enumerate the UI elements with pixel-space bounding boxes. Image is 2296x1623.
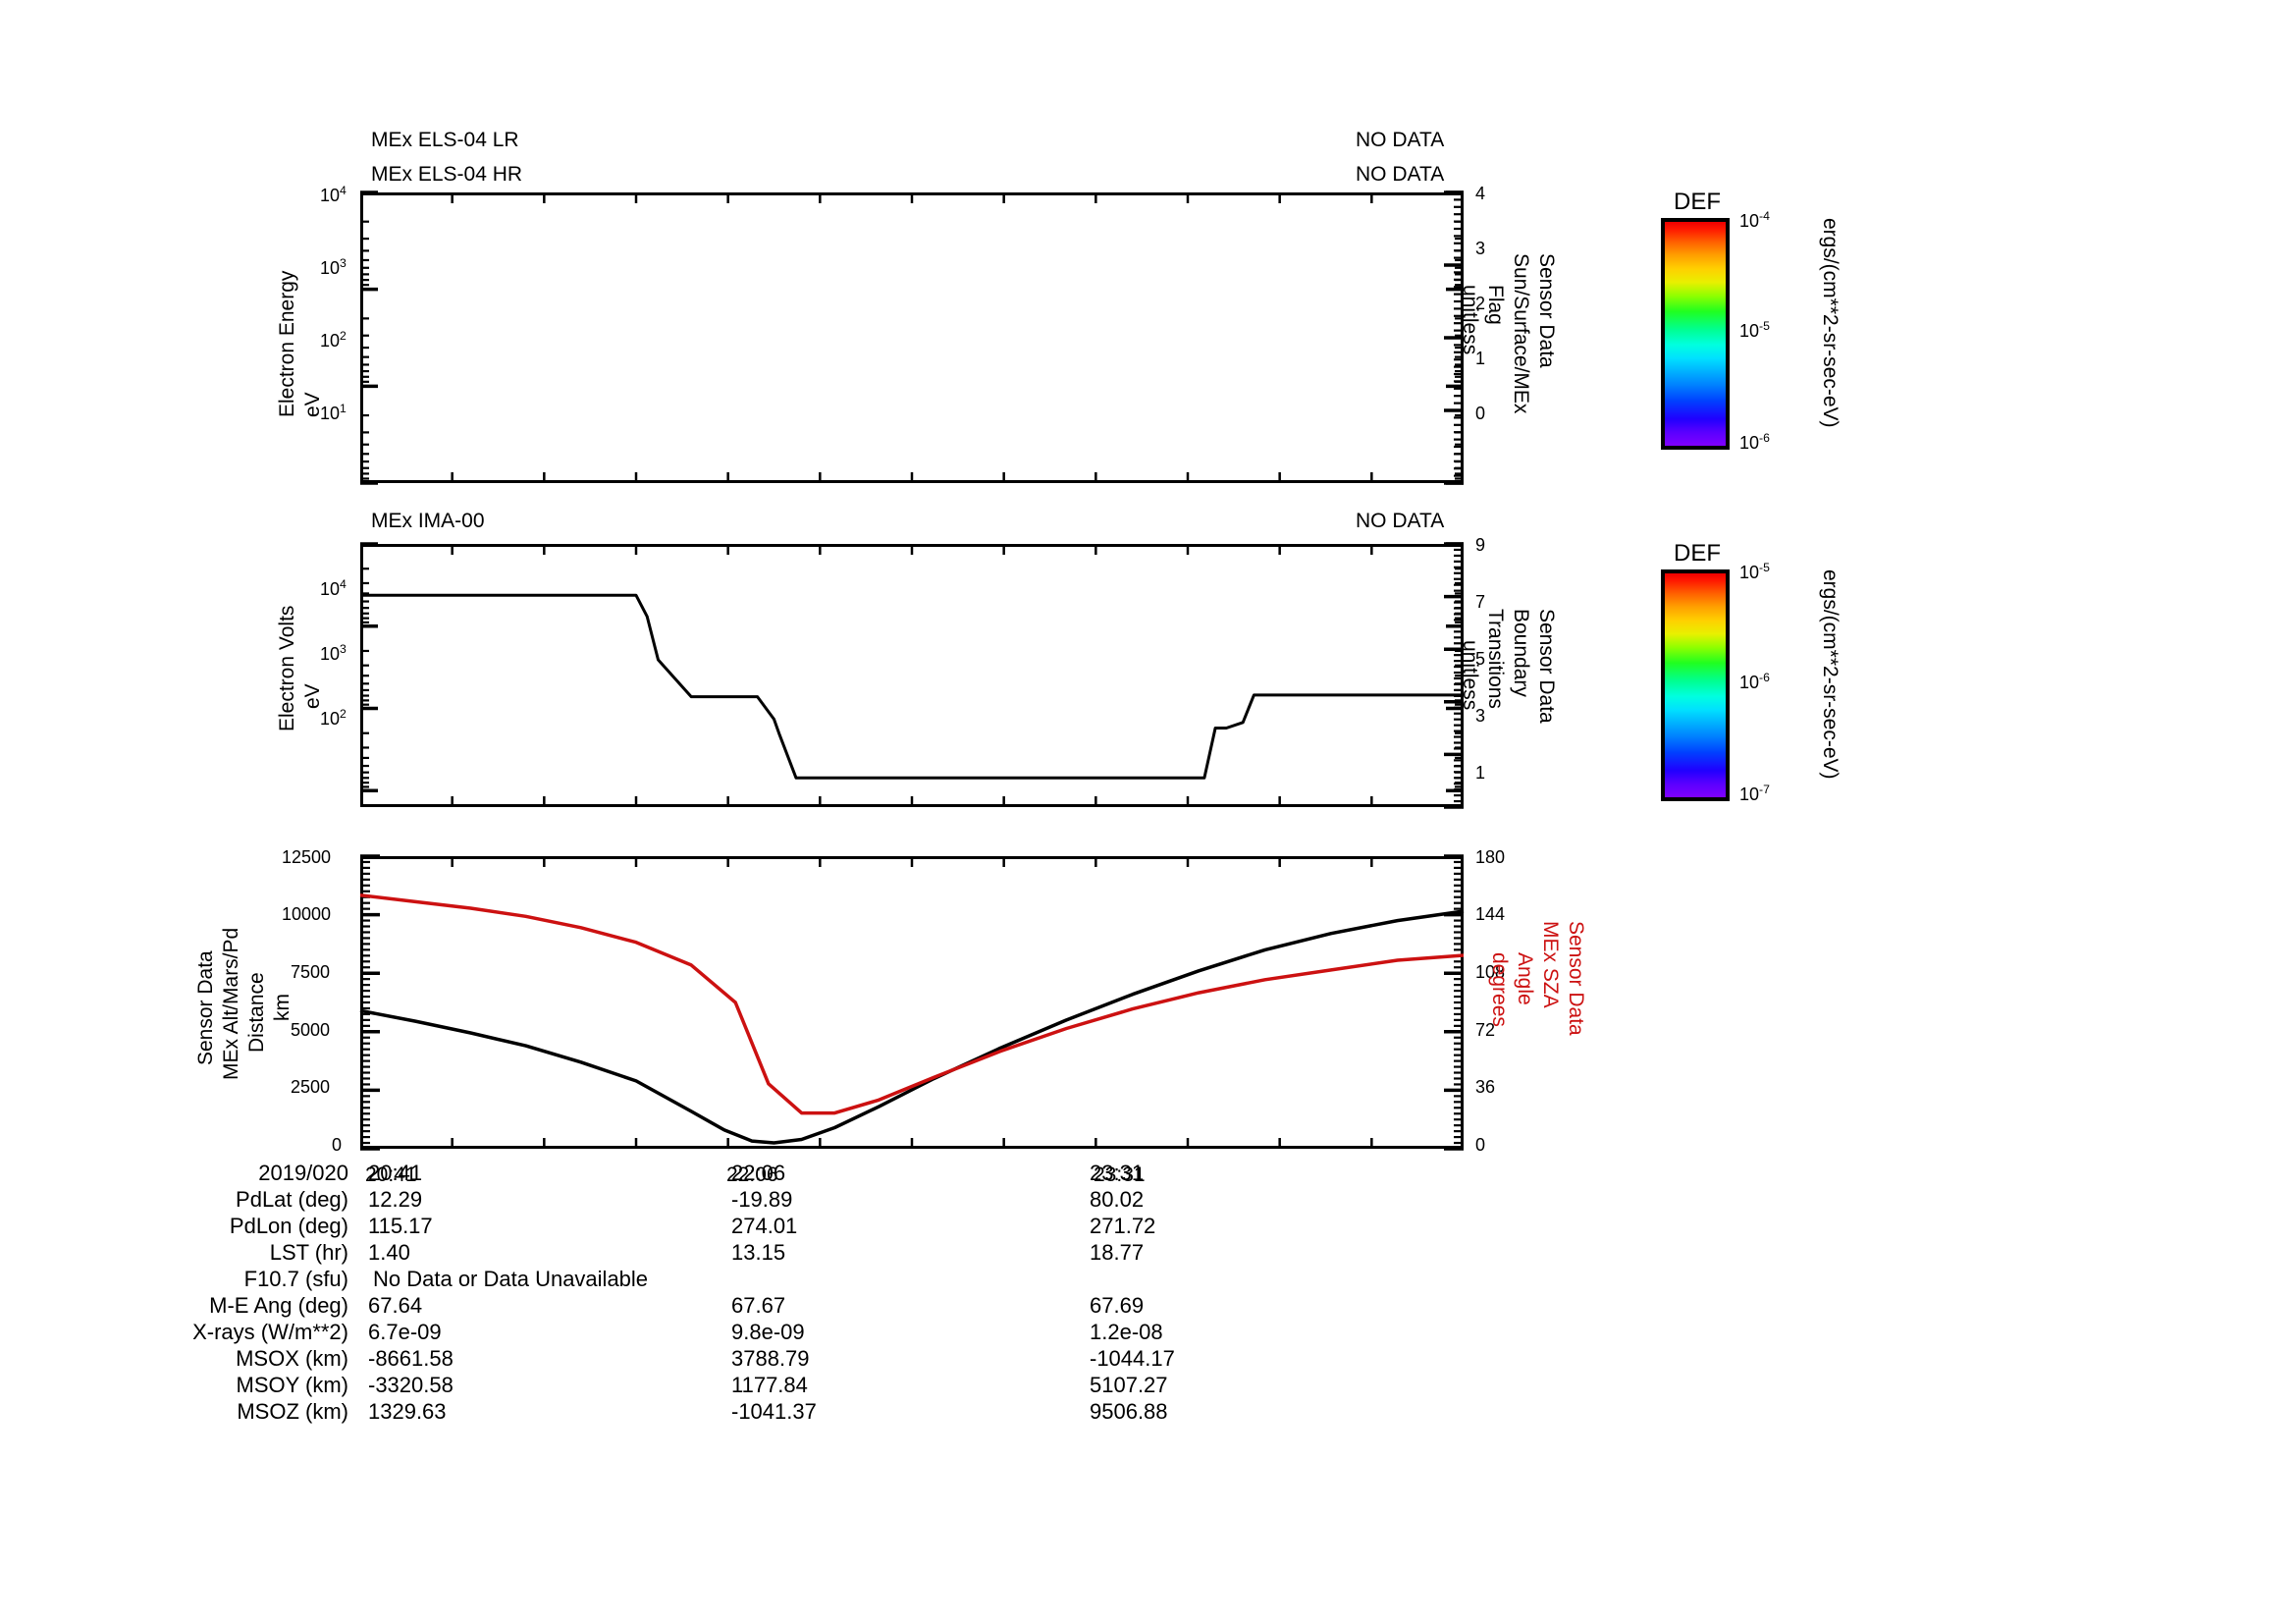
info-row-label: PdLon (deg) xyxy=(229,1214,348,1238)
ytick-p3-10000: 10000 xyxy=(282,904,332,924)
ytick-p1r-0: 0 xyxy=(1475,404,1486,423)
ytick-p1-10e1: 101 xyxy=(320,402,347,423)
info-row-value: 3788.79 xyxy=(731,1346,810,1371)
trace-status-ima00: NO DATA xyxy=(1356,510,1445,532)
ytick-p1r-4: 4 xyxy=(1475,184,1486,203)
colorbar-gradient-2 xyxy=(1665,573,1726,797)
info-row-value: 271.72 xyxy=(1090,1214,1156,1238)
ytick-p2r-9: 9 xyxy=(1475,535,1486,555)
info-row-value: 67.64 xyxy=(368,1293,423,1318)
ytick-p3-5000: 5000 xyxy=(291,1020,331,1040)
info-row-value: 67.69 xyxy=(1090,1293,1145,1318)
ytick-p3r-0: 0 xyxy=(1475,1135,1486,1155)
ytick-p1r-2: 2 xyxy=(1475,294,1486,313)
trace-label-ima00: MEx IMA-00 xyxy=(371,510,485,532)
info-row-value: 9506.88 xyxy=(1090,1399,1168,1424)
cbtick-1-mid: 10-5 xyxy=(1739,319,1770,341)
cbtick-1-bot: 10-6 xyxy=(1739,431,1770,453)
xtick-label-1: 22:06 xyxy=(726,1163,778,1186)
info-row-value: 1177.84 xyxy=(731,1373,808,1397)
info-row-value: 1.40 xyxy=(368,1240,410,1265)
ytick-p2-10e2: 102 xyxy=(320,707,347,729)
info-row-label: MSOY (km) xyxy=(236,1373,348,1397)
ytick-p2r-1: 1 xyxy=(1475,763,1486,783)
info-row-label: MSOX (km) xyxy=(236,1346,348,1371)
cbtick-2-top: 10-5 xyxy=(1739,561,1770,582)
info-row-value: -19.89 xyxy=(731,1187,793,1212)
info-row-value: 274.01 xyxy=(731,1214,798,1238)
xtick-label-0: 20:41 xyxy=(365,1163,417,1186)
info-row-value: 12.29 xyxy=(368,1187,423,1212)
ytick-p2-10e3: 103 xyxy=(320,642,347,664)
info-row-label: X-rays (W/m**2) xyxy=(192,1320,348,1344)
colorbar-2 xyxy=(1661,569,1730,801)
info-row-value: -1041.37 xyxy=(731,1399,817,1424)
ytick-p3r-144: 144 xyxy=(1475,904,1506,924)
info-row-value: No Data or Data Unavailable xyxy=(373,1267,649,1291)
info-row-label: 2019/020 xyxy=(258,1161,348,1185)
ytick-p3r-36: 36 xyxy=(1475,1077,1496,1097)
info-row-label: MSOZ (km) xyxy=(237,1399,348,1424)
ytick-p1r-1: 1 xyxy=(1475,349,1486,368)
ytick-p1-10e4: 104 xyxy=(320,184,347,205)
info-row-value: -1044.17 xyxy=(1090,1346,1175,1371)
ytick-p3r-108: 108 xyxy=(1475,962,1506,982)
cbtick-2-mid: 10-6 xyxy=(1739,671,1770,692)
cbtick-1-top: 10-4 xyxy=(1739,209,1770,231)
ytick-p3-12500: 12500 xyxy=(282,847,332,867)
info-row-value: 80.02 xyxy=(1090,1187,1145,1212)
trace-label-els04hr: MEx ELS-04 HR xyxy=(371,163,523,186)
ytick-p3r-72: 72 xyxy=(1475,1020,1496,1040)
info-row-value: 13.15 xyxy=(731,1240,786,1265)
colorbar-title-2: DEF xyxy=(1674,540,1721,567)
xtick-label-2: 23:31 xyxy=(1094,1163,1146,1186)
colorbar-gradient-1 xyxy=(1665,222,1726,446)
info-row-value: 20:41 xyxy=(368,1161,423,1185)
ytick-p1-10e2: 102 xyxy=(320,329,347,351)
panel-electron-energy xyxy=(360,192,1464,483)
ytick-p3r-180: 180 xyxy=(1475,847,1506,867)
info-row-value: 67.67 xyxy=(731,1293,786,1318)
colorbar-title-1: DEF xyxy=(1674,189,1721,215)
info-row-value: 9.8e-09 xyxy=(731,1320,805,1344)
ytick-p3-0: 0 xyxy=(332,1135,343,1155)
info-row-label: LST (hr) xyxy=(269,1240,348,1265)
info-row-value: 22:06 xyxy=(731,1161,786,1185)
info-row-label: F10.7 (sfu) xyxy=(243,1267,348,1291)
info-table: 2019/020 20:41 22:06 23:31 PdLat (deg) 12.29 -… xyxy=(0,1161,1472,1573)
ytick-p3-7500: 7500 xyxy=(291,962,331,982)
colorbar-1 xyxy=(1661,218,1730,450)
info-row-value: -8661.58 xyxy=(368,1346,454,1371)
ytick-p2r-3: 3 xyxy=(1475,706,1486,726)
ytick-p2r-5: 5 xyxy=(1475,649,1486,669)
ytick-p3-2500: 2500 xyxy=(291,1077,331,1097)
info-row-value: -3320.58 xyxy=(368,1373,454,1397)
trace-status-els04lr: NO DATA xyxy=(1356,129,1445,151)
info-row-value: 5107.27 xyxy=(1090,1373,1168,1397)
info-row-value: 6.7e-09 xyxy=(368,1320,442,1344)
trace-label-els04lr: MEx ELS-04 LR xyxy=(371,129,519,151)
trace-status-els04hr: NO DATA xyxy=(1356,163,1445,186)
info-row-label: PdLat (deg) xyxy=(236,1187,348,1212)
ytick-p1r-3: 3 xyxy=(1475,239,1486,258)
info-row-label: M-E Ang (deg) xyxy=(209,1293,348,1318)
ytick-p2-10e4: 104 xyxy=(320,577,347,599)
panel-altitude-sza xyxy=(360,856,1464,1149)
info-row-value: 115.17 xyxy=(368,1214,433,1238)
ytick-p1-10e3: 103 xyxy=(320,256,347,278)
info-row-value: 23:31 xyxy=(1090,1161,1145,1185)
info-row-value: 18.77 xyxy=(1090,1240,1145,1265)
info-row-value: 1.2e-08 xyxy=(1090,1320,1163,1344)
cbtick-2-bot: 10-7 xyxy=(1739,783,1770,804)
ytick-p2r-7: 7 xyxy=(1475,592,1486,612)
info-row-value: 1329.63 xyxy=(368,1399,447,1424)
